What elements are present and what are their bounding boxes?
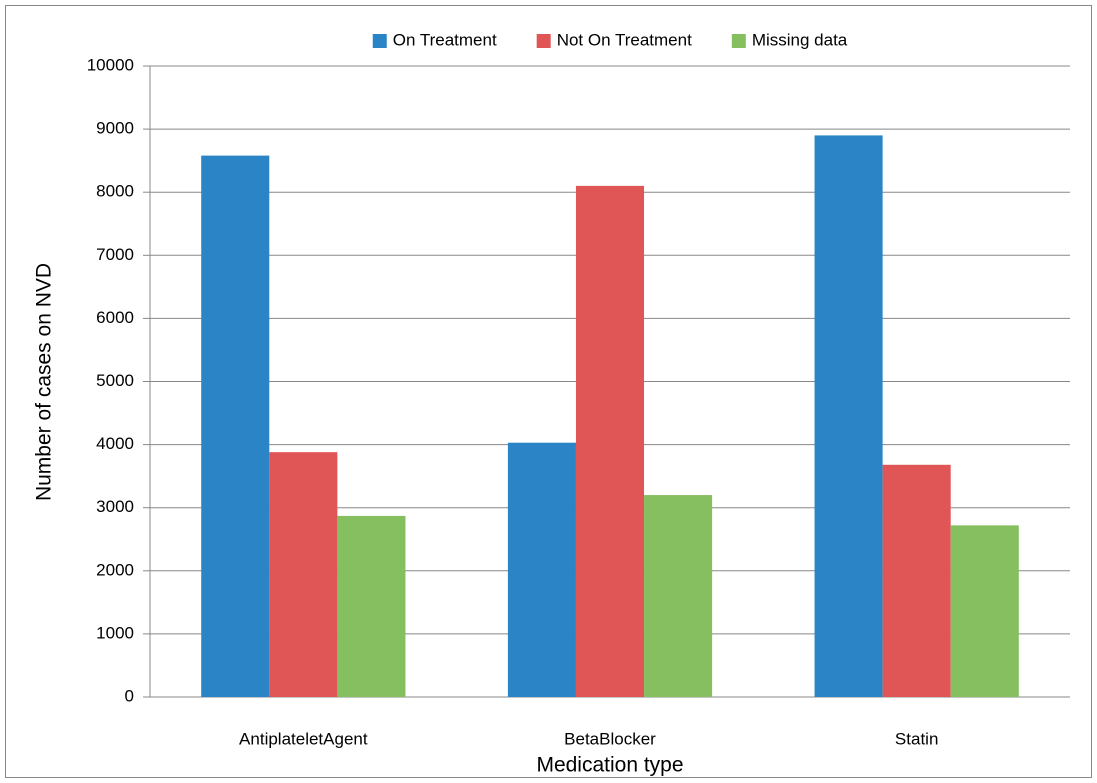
y-tick-label: 2000 xyxy=(96,560,134,579)
x-tick-label: BetaBlocker xyxy=(564,729,656,748)
bar xyxy=(882,464,951,697)
x-axis-title: Medication type xyxy=(536,754,683,777)
y-axis-title: Number of cases on NVD xyxy=(33,263,56,501)
legend-swatch xyxy=(731,34,746,48)
bar xyxy=(507,442,576,697)
y-tick-label: 1000 xyxy=(96,623,134,642)
legend-swatch xyxy=(372,34,387,48)
bar xyxy=(269,452,338,697)
x-tick-label: AntiplateletAgent xyxy=(239,729,368,748)
y-tick-label: 3000 xyxy=(96,497,134,516)
x-tick-label: Statin xyxy=(895,729,938,748)
bar xyxy=(337,515,406,697)
legend-label: Not On Treatment xyxy=(557,30,692,49)
legend-label: On Treatment xyxy=(393,30,497,49)
y-tick-label: 9000 xyxy=(96,119,134,138)
y-tick-label: 7000 xyxy=(96,245,134,264)
y-tick-label: 5000 xyxy=(96,371,134,390)
legend-swatch xyxy=(536,34,551,48)
legend-label: Missing data xyxy=(752,30,848,49)
bar xyxy=(201,155,270,698)
bar xyxy=(575,185,645,697)
y-tick-label: 0 xyxy=(125,686,134,705)
bar xyxy=(814,135,883,697)
y-tick-label: 8000 xyxy=(96,182,134,201)
y-tick-label: 10000 xyxy=(87,55,134,74)
bar xyxy=(644,495,713,697)
y-tick-label: 4000 xyxy=(96,434,134,453)
bar xyxy=(950,525,1019,697)
y-tick-label: 6000 xyxy=(96,308,134,327)
